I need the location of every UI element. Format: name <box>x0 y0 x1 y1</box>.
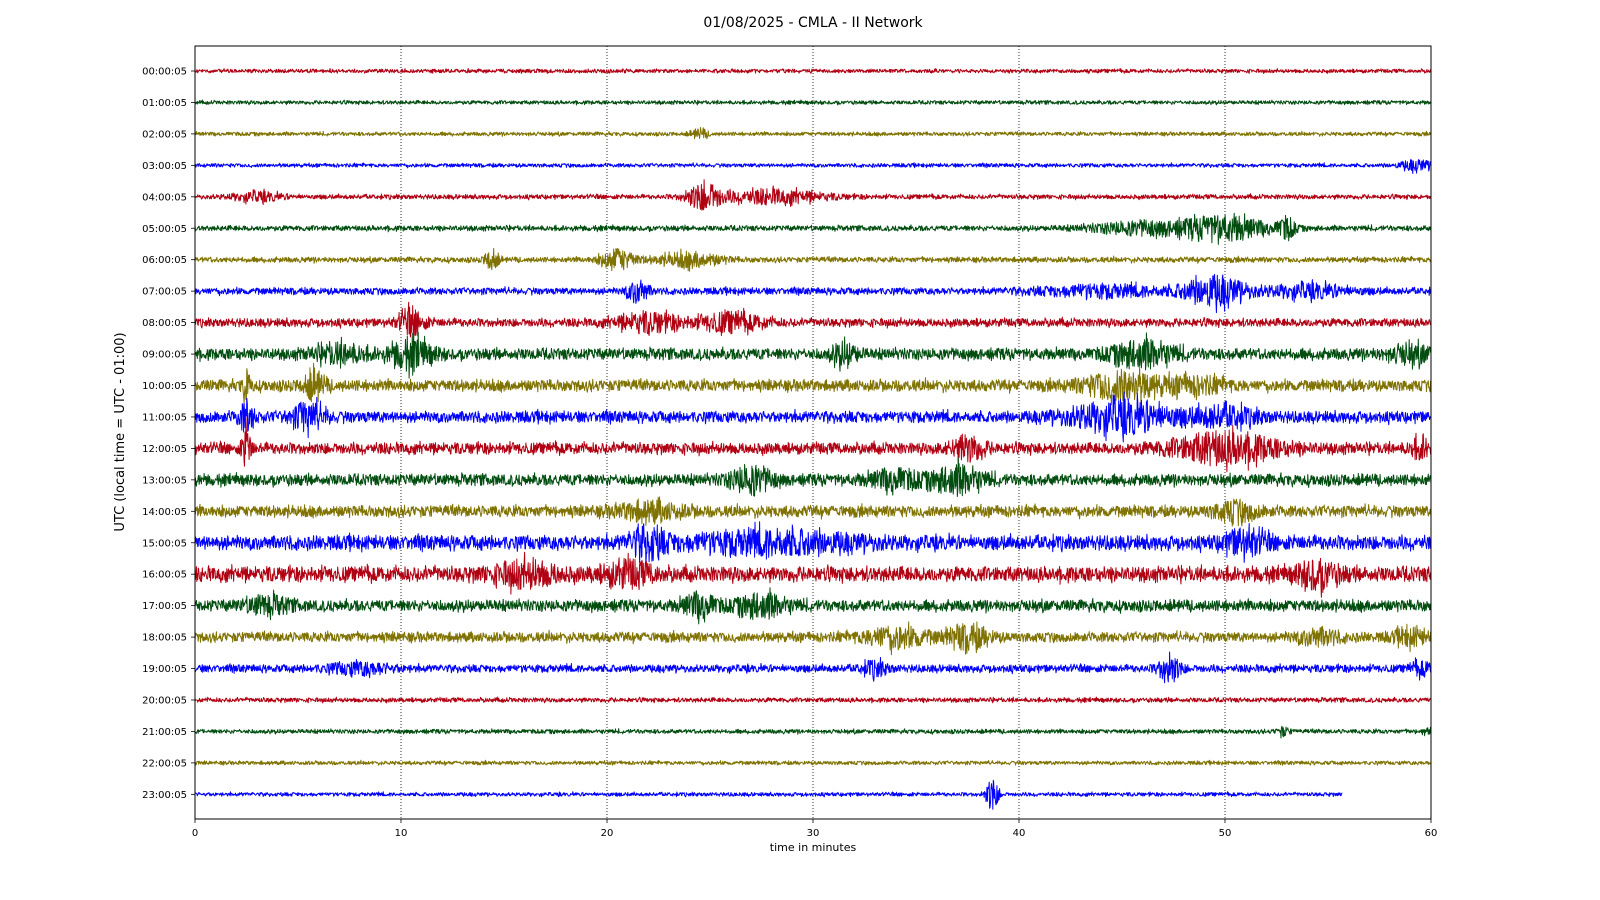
trace-02-00-05 <box>194 127 1432 140</box>
trace-23-00-05 <box>194 779 1343 810</box>
y-tick-label: 14:00:05 <box>142 507 187 518</box>
trace-04-00-05 <box>194 179 1432 211</box>
y-tick-label: 11:00:05 <box>142 412 187 423</box>
trace-16-00-05 <box>194 551 1432 598</box>
trace-13-00-05 <box>194 457 1432 497</box>
x-tick-label: 60 <box>1425 828 1438 839</box>
y-tick-label: 18:00:05 <box>142 633 187 644</box>
x-tick-label: 0 <box>192 828 198 839</box>
trace-06-00-05 <box>194 247 1432 272</box>
trace-20-00-05 <box>194 696 1432 704</box>
y-tick-label: 00:00:05 <box>142 67 187 78</box>
y-tick-label: 07:00:05 <box>142 287 187 298</box>
vertical-grid <box>400 46 1226 819</box>
trace-00-00-05 <box>194 68 1432 74</box>
y-tick-label: 16:00:05 <box>142 570 187 581</box>
trace-22-00-05 <box>194 759 1432 766</box>
y-tick-label: 10:00:05 <box>142 381 187 392</box>
trace-09-00-05 <box>194 331 1432 379</box>
y-tick-label: 20:00:05 <box>142 696 187 707</box>
y-tick-label: 02:00:05 <box>142 129 187 140</box>
x-tick-label: 10 <box>395 828 408 839</box>
x-tick-label: 20 <box>601 828 614 839</box>
trace-12-00-05 <box>194 416 1432 473</box>
trace-03-00-05 <box>194 158 1432 174</box>
x-tick-label: 40 <box>1013 828 1026 839</box>
y-tick-label: 17:00:05 <box>142 601 187 612</box>
x-axis-ticks: 0 10 20 30 40 50 60 <box>192 819 1438 839</box>
y-tick-label: 12:00:05 <box>142 444 187 455</box>
trace-19-00-05 <box>194 651 1432 684</box>
trace-10-00-05 <box>194 362 1432 406</box>
y-tick-label: 08:00:05 <box>142 318 187 329</box>
y-tick-label: 22:00:05 <box>142 758 187 769</box>
y-tick-label: 04:00:05 <box>142 192 187 203</box>
x-tick-label: 30 <box>807 828 820 839</box>
trace-05-00-05 <box>194 212 1432 245</box>
y-tick-label: 09:00:05 <box>142 350 187 361</box>
trace-07-00-05 <box>194 273 1432 314</box>
trace-18-00-05 <box>194 621 1432 656</box>
trace-08-00-05 <box>194 301 1431 339</box>
chart-title: 01/08/2025 - CMLA - II Network <box>703 15 923 31</box>
y-tick-label: 06:00:05 <box>142 255 187 266</box>
y-tick-label: 03:00:05 <box>142 161 187 172</box>
y-tick-label: 13:00:05 <box>142 475 187 486</box>
x-tick-label: 50 <box>1219 828 1232 839</box>
trace-15-00-05 <box>194 521 1432 567</box>
trace-14-00-05 <box>194 496 1432 527</box>
y-tick-label: 01:00:05 <box>142 98 187 109</box>
y-tick-label: 23:00:05 <box>142 790 187 801</box>
y-tick-label: 19:00:05 <box>142 664 187 675</box>
trace-21-00-05 <box>194 725 1432 739</box>
seismic-traces <box>194 68 1432 810</box>
hour-labels: 00:00:05 01:00:05 02:00:05 03:00:05 04:00:05… <box>142 67 195 801</box>
trace-17-00-05 <box>194 587 1432 625</box>
y-tick-label: 15:00:05 <box>142 538 187 549</box>
trace-01-00-05 <box>194 99 1432 106</box>
plot-frame <box>194 45 1432 820</box>
trace-11-00-05 <box>194 391 1432 443</box>
x-axis-label: time in minutes <box>770 841 857 854</box>
y-tick-label: 05:00:05 <box>142 224 187 235</box>
y-axis-label: UTC (local time = UTC - 01:00) <box>113 332 128 531</box>
y-tick-label: 21:00:05 <box>142 727 187 738</box>
